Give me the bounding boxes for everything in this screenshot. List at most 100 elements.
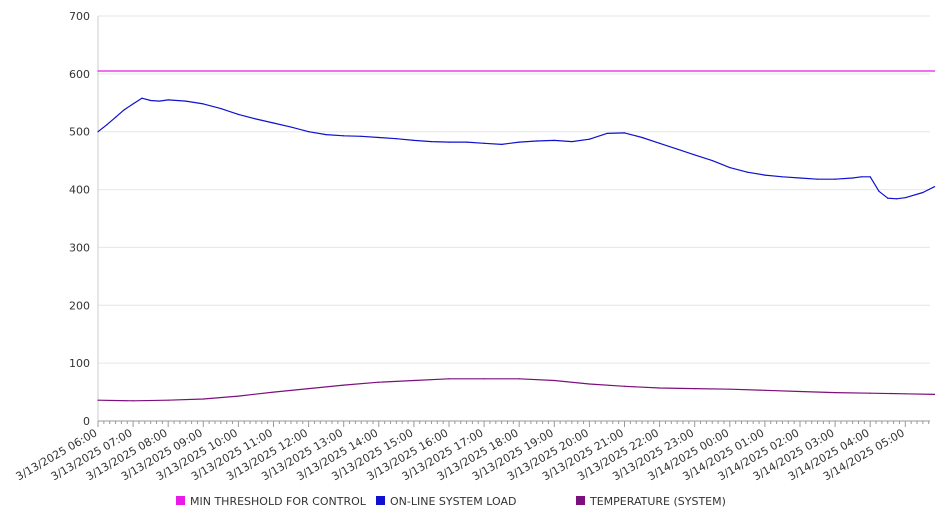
data-point <box>869 392 871 394</box>
data-point <box>764 389 766 391</box>
data-point <box>746 171 748 173</box>
y-tick-label: 0 <box>83 415 90 428</box>
data-point <box>623 385 626 387</box>
data-point <box>553 379 555 382</box>
legend-label: TEMPERATURE (SYSTEM) <box>589 495 726 508</box>
y-tick-label: 400 <box>69 184 90 197</box>
data-point <box>448 141 450 143</box>
data-point <box>553 139 555 141</box>
data-point <box>588 383 591 385</box>
data-point <box>852 177 854 179</box>
data-point <box>501 143 503 146</box>
data-point <box>641 136 643 139</box>
data-point <box>123 109 125 111</box>
data-point <box>343 135 345 137</box>
data-point <box>588 138 591 140</box>
data-point <box>158 100 161 102</box>
legend-swatch <box>176 496 185 505</box>
series-line-2 <box>97 378 935 402</box>
data-point <box>413 379 415 382</box>
data-point <box>834 178 836 180</box>
data-point <box>308 131 310 133</box>
data-point <box>97 131 99 133</box>
data-point <box>106 124 108 126</box>
data-point <box>834 392 836 394</box>
y-tick-label: 100 <box>69 357 90 370</box>
data-point <box>167 399 169 401</box>
series-line-1 <box>97 97 935 200</box>
data-point <box>132 103 134 105</box>
data-point <box>711 160 713 162</box>
data-point <box>97 399 99 401</box>
data-point <box>343 384 345 386</box>
y-tick-label: 200 <box>69 299 90 312</box>
data-point <box>904 197 906 199</box>
legend-swatch <box>376 496 385 505</box>
data-point <box>132 400 134 402</box>
data-point <box>922 191 924 194</box>
data-point <box>465 141 468 143</box>
y-tick-label: 600 <box>69 68 90 81</box>
data-point <box>895 198 898 200</box>
data-point <box>395 138 397 140</box>
data-point <box>659 387 661 389</box>
data-point <box>272 122 275 124</box>
data-point <box>202 103 204 105</box>
data-point <box>308 388 310 390</box>
data-point <box>413 139 415 141</box>
data-point <box>729 166 731 169</box>
data-point <box>887 197 889 199</box>
series-lines <box>97 70 936 402</box>
y-tick-label: 500 <box>69 126 90 139</box>
data-point <box>185 100 187 102</box>
data-point <box>933 186 936 188</box>
legend: MIN THRESHOLD FOR CONTROL ON-LINE SYSTEM … <box>176 495 726 508</box>
data-point <box>255 118 257 120</box>
data-point <box>764 174 766 176</box>
data-point <box>360 135 362 137</box>
legend-label: ON-LINE SYSTEM LOAD <box>390 495 516 508</box>
data-point <box>272 391 275 393</box>
data-point <box>659 142 661 144</box>
data-point <box>694 388 696 390</box>
data-point <box>202 398 204 400</box>
data-point <box>606 132 608 135</box>
data-point <box>150 99 152 102</box>
data-point <box>933 70 936 72</box>
data-point <box>933 393 936 395</box>
legend-swatch <box>576 496 585 505</box>
data-point <box>237 395 239 397</box>
data-point <box>114 116 117 118</box>
data-point <box>430 140 433 143</box>
legend-label: MIN THRESHOLD FOR CONTROL <box>190 495 367 508</box>
data-point <box>290 126 292 128</box>
data-point <box>220 107 222 110</box>
data-point <box>325 134 327 136</box>
y-tick-label: 300 <box>69 241 90 254</box>
data-point <box>141 97 143 99</box>
data-point <box>448 378 450 380</box>
data-point <box>694 154 696 156</box>
data-point <box>483 378 485 380</box>
data-point <box>799 177 801 179</box>
data-point <box>167 99 169 101</box>
data-point <box>676 148 678 150</box>
data-point <box>904 393 906 395</box>
data-point <box>623 132 626 134</box>
data-point <box>237 113 239 115</box>
y-tick-label: 700 <box>69 10 90 23</box>
data-point <box>729 388 731 390</box>
data-point <box>799 390 801 393</box>
data-point <box>378 136 380 139</box>
data-point <box>571 140 573 143</box>
data-point <box>536 140 538 142</box>
data-point <box>518 378 520 380</box>
data-point <box>781 176 784 178</box>
data-point <box>483 142 485 144</box>
data-point <box>878 190 880 192</box>
data-point <box>860 176 863 178</box>
data-point <box>97 70 99 72</box>
